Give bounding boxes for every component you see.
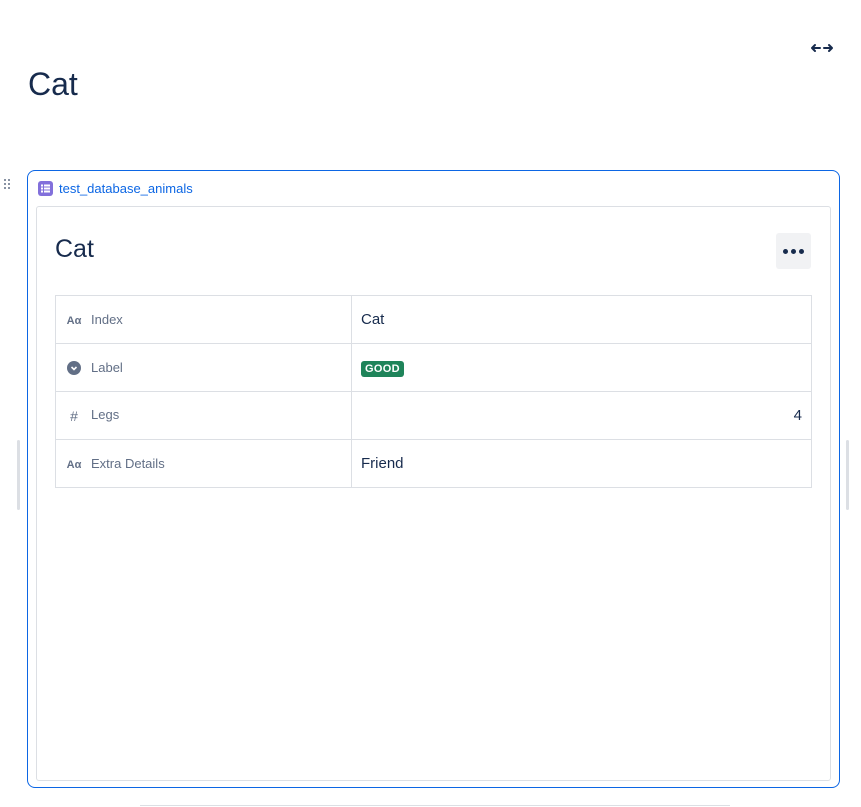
table-row: Label GOOD <box>55 343 812 392</box>
table-row: Aα Index Cat <box>55 295 812 344</box>
more-horizontal-icon <box>783 248 788 254</box>
database-link[interactable]: test_database_animals <box>38 181 193 196</box>
database-macro: test_database_animals Cat Aα Index Cat La… <box>27 170 840 788</box>
more-actions-button[interactable] <box>776 233 811 269</box>
expand-width-icon[interactable] <box>810 40 834 56</box>
property-key: Legs <box>91 407 120 423</box>
text-type-icon: Aα <box>66 314 82 327</box>
select-type-icon <box>66 361 82 376</box>
resize-handle-left[interactable] <box>17 440 20 510</box>
property-value[interactable]: 4 <box>351 391 812 440</box>
property-key: Label <box>91 359 123 375</box>
divider <box>140 805 730 806</box>
property-value[interactable]: Cat <box>351 295 812 344</box>
database-table-icon <box>38 181 53 196</box>
property-value[interactable]: Friend <box>351 439 812 488</box>
property-key: Extra Details <box>91 456 165 471</box>
record-card: Cat Aα Index Cat Label GOOD # Legs 4 Aα Ext… <box>36 206 831 781</box>
table-row: # Legs 4 <box>55 391 812 440</box>
drag-handle-icon[interactable] <box>3 178 11 190</box>
number-type-icon: # <box>70 407 78 424</box>
record-title: Cat <box>55 235 94 263</box>
page-title: Cat <box>28 66 78 102</box>
database-name: test_database_animals <box>59 181 193 196</box>
table-row: Aα Extra Details Friend <box>55 439 812 488</box>
property-key: Index <box>91 312 123 327</box>
status-badge: GOOD <box>361 360 404 377</box>
properties-table: Aα Index Cat Label GOOD # Legs 4 Aα Extra D… <box>55 295 812 488</box>
resize-handle-right[interactable] <box>846 440 849 510</box>
text-type-icon: Aα <box>66 458 82 471</box>
